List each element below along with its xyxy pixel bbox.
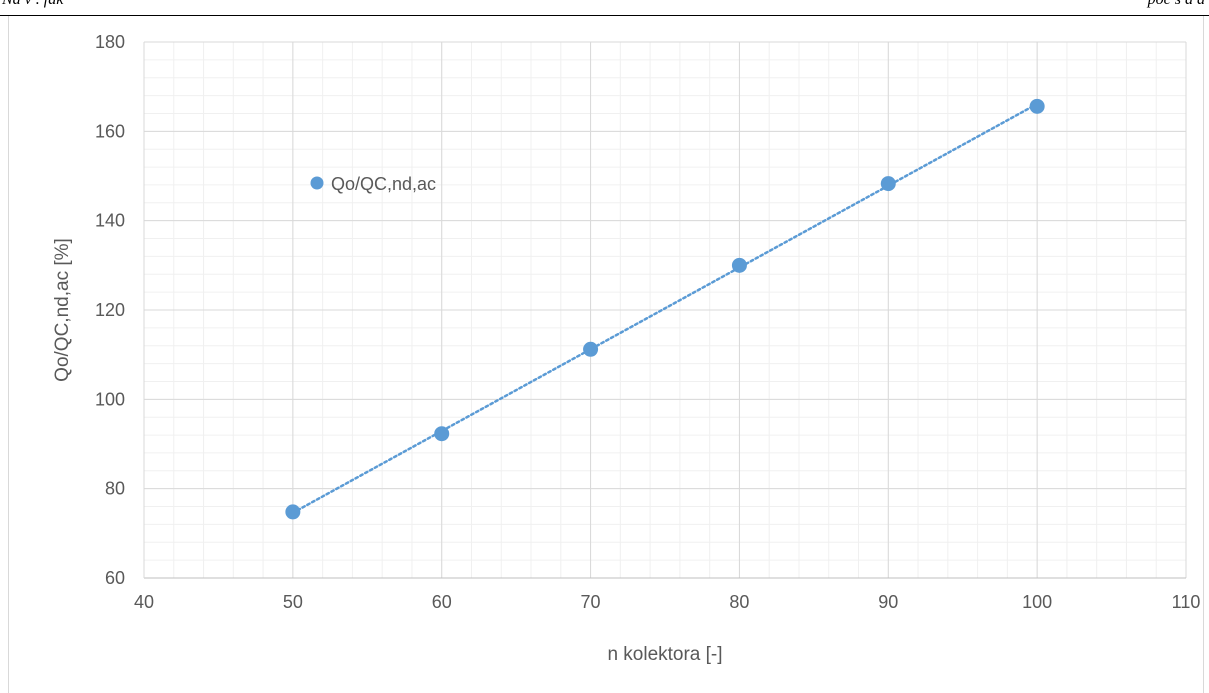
y-axis-ticks: 60 80 100 120 140 160 180	[95, 32, 125, 588]
data-point	[434, 426, 450, 442]
y-tick-label: 140	[95, 211, 125, 231]
page-header-left: Na v . fak	[2, 0, 63, 9]
x-tick-label: 80	[729, 592, 749, 612]
data-point	[583, 341, 599, 357]
x-tick-label: 70	[581, 592, 601, 612]
page-header-rule	[0, 15, 1209, 16]
legend-marker	[310, 176, 324, 190]
x-tick-label: 100	[1022, 592, 1052, 612]
x-axis-label: n kolektora [-]	[607, 644, 722, 665]
data-point	[285, 504, 301, 520]
x-tick-label: 40	[134, 592, 154, 612]
chart-frame-left	[8, 16, 9, 693]
y-tick-label: 120	[95, 300, 125, 320]
y-tick-label: 180	[95, 32, 125, 52]
x-tick-label: 90	[878, 592, 898, 612]
y-tick-label: 80	[105, 479, 125, 499]
page-header-right: poč s a a	[1148, 0, 1205, 9]
data-point	[731, 257, 747, 273]
trendline	[291, 102, 1039, 515]
y-axis-label: Qo/QC,nd,ac [%]	[52, 238, 73, 382]
y-tick-label: 100	[95, 389, 125, 409]
data-point	[880, 176, 896, 192]
chart-frame-right	[1203, 16, 1204, 693]
trendline-layer	[291, 102, 1039, 515]
y-tick-label: 60	[105, 568, 125, 588]
data-points	[285, 98, 1045, 520]
legend: Qo/QC,nd,ac	[310, 174, 436, 194]
x-tick-label: 60	[432, 592, 452, 612]
data-point	[1029, 98, 1045, 114]
legend-label: Qo/QC,nd,ac	[331, 174, 436, 194]
x-tick-label: 110	[1172, 592, 1201, 612]
major-grid	[143, 41, 1187, 579]
x-axis-ticks: 40 50 60 70 80 90 100 110	[134, 592, 1200, 612]
y-tick-label: 160	[95, 121, 125, 141]
x-tick-label: 50	[283, 592, 303, 612]
